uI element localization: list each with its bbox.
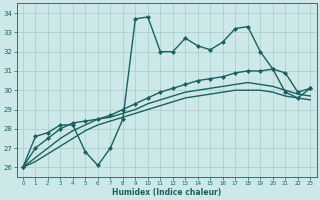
X-axis label: Humidex (Indice chaleur): Humidex (Indice chaleur) — [112, 188, 221, 197]
